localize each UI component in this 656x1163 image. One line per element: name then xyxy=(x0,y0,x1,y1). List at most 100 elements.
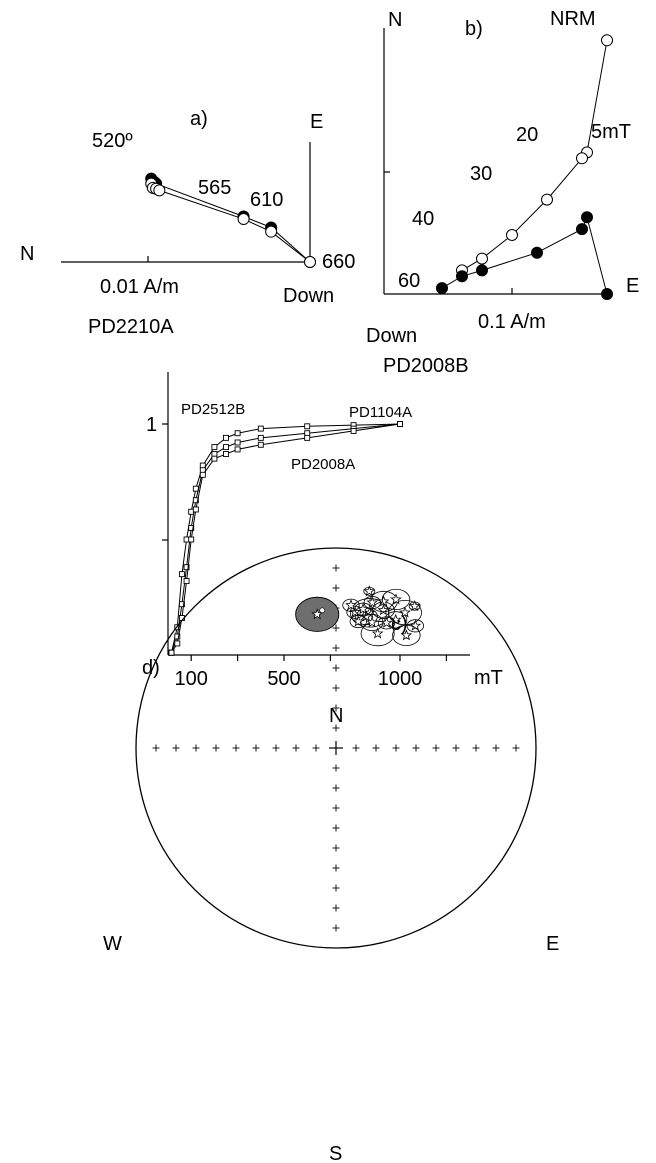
confidence-ellipse xyxy=(360,620,395,647)
irm-point xyxy=(168,649,175,656)
irm-point xyxy=(199,471,206,478)
panel-b-step-label: 40 xyxy=(412,208,434,230)
irm-point xyxy=(211,455,218,462)
panel-a-step-label: 660 xyxy=(322,251,355,273)
panel-a-step-label: 520º xyxy=(92,130,133,152)
site-mean-star xyxy=(363,585,376,597)
irm-point xyxy=(174,640,181,647)
panel-c-series-label: PD2008A xyxy=(291,456,355,473)
panel-a-axis-e: E xyxy=(310,111,323,133)
filled-point xyxy=(436,282,448,295)
irm-point xyxy=(257,434,264,441)
panel-b-sample-label: PD2008B xyxy=(383,355,469,377)
open-point xyxy=(476,252,488,265)
irm-point xyxy=(223,451,229,457)
panel-c-y-tick-label: 1 xyxy=(146,414,157,436)
irm-point xyxy=(304,423,311,430)
filled-point xyxy=(476,264,488,277)
irm-point xyxy=(257,441,264,448)
irm-point xyxy=(223,444,229,451)
open-point xyxy=(601,34,613,47)
filled-point xyxy=(456,270,468,283)
x-tick-label: 500 xyxy=(267,668,300,690)
panel-a-step-label: 565 xyxy=(198,177,231,199)
irm-curve xyxy=(171,423,401,653)
site-mean-star xyxy=(345,599,357,611)
irm-point xyxy=(350,427,357,434)
irm-point xyxy=(183,578,190,585)
site-mean-star xyxy=(371,627,384,639)
panel-d-letter: d) xyxy=(142,657,160,679)
panel-b-step-label: 60 xyxy=(398,270,420,292)
irm-point xyxy=(234,439,241,446)
confidence-ellipse xyxy=(388,599,422,626)
irm-point xyxy=(178,571,185,578)
filled-point xyxy=(531,246,543,259)
filled-point xyxy=(601,288,613,300)
panel-c-series-label: PD2512B xyxy=(181,401,245,418)
irm-point xyxy=(192,497,199,504)
site-mean-star xyxy=(352,615,365,627)
panel-b-step-label: NRM xyxy=(550,8,596,30)
panel-d-dir-e: E xyxy=(546,933,559,955)
filled-point xyxy=(581,211,593,224)
panel-c-series-label: PD1104A xyxy=(349,404,412,421)
irm-point xyxy=(192,506,199,513)
x-tick-label: 1000 xyxy=(378,668,423,690)
panel-d-dir-s: S xyxy=(329,1143,342,1163)
confidence-ellipse xyxy=(392,624,421,646)
irm-point xyxy=(178,601,185,608)
irm-point xyxy=(397,421,403,427)
irm-point xyxy=(174,633,181,640)
panel-b-step-label: 30 xyxy=(470,163,492,185)
panel-a-down-label: Down xyxy=(283,285,334,307)
panel-a-step-label: 610 xyxy=(250,189,283,211)
open-point xyxy=(541,193,553,206)
confidence-ellipse xyxy=(381,588,411,611)
confidence-ellipse xyxy=(349,598,390,628)
panel-a-axis-n: N xyxy=(20,243,34,265)
site-mean-star xyxy=(366,616,378,628)
site-mean-star xyxy=(366,596,379,608)
open-point xyxy=(304,256,316,268)
site-mean-star xyxy=(400,629,413,641)
irm-point xyxy=(192,485,199,492)
panel-d-stereonet: d) N S E W xyxy=(103,547,559,1163)
panel-d-dir-w: W xyxy=(103,933,122,955)
open-point xyxy=(153,184,166,197)
confidence-ellipse xyxy=(360,613,384,632)
irm-point xyxy=(234,430,241,437)
irm-curve xyxy=(171,423,401,653)
open-point xyxy=(265,225,278,238)
panel-a-zijderveld: a) N E 0.01 A/m Down PD2210A 520º 565 61… xyxy=(20,108,355,338)
irm-point xyxy=(234,446,241,453)
panel-b-zijderveld: b) N E 0.1 A/m Down PD2008B NRM 5mT 20 3… xyxy=(366,8,639,377)
irm-curve xyxy=(170,423,401,653)
filled-point xyxy=(576,223,588,236)
reference-direction-point xyxy=(319,607,326,614)
open-point xyxy=(237,213,250,226)
open-point xyxy=(576,152,588,165)
irm-point xyxy=(188,525,195,531)
confidence-ellipse xyxy=(384,611,408,629)
site-mean-star xyxy=(399,606,411,618)
panel-b-step-label: 20 xyxy=(516,124,538,146)
panel-b-scale-label: 0.1 A/m xyxy=(478,311,546,333)
irm-point xyxy=(188,536,195,543)
panel-a-letter: a) xyxy=(190,108,208,130)
panel-b-letter: b) xyxy=(465,18,483,40)
site-mean-star xyxy=(377,604,390,616)
panel-a-scale-label: 0.01 A/m xyxy=(100,276,179,298)
irm-point xyxy=(183,564,190,571)
panel-d-primitive-circle xyxy=(135,547,537,949)
irm-point xyxy=(257,425,264,432)
panel-c-irm-curves: 100 500 1000 1 c) mT PD2512B PD1104A PD200… xyxy=(146,372,503,690)
irm-point xyxy=(223,434,229,441)
panel-b-step-label: 5mT xyxy=(591,121,631,143)
site-mean-star xyxy=(357,603,369,615)
irm-point xyxy=(304,434,311,441)
open-point xyxy=(506,229,518,241)
panel-a-sample-label: PD2210A xyxy=(88,316,174,338)
site-mean-star xyxy=(409,619,422,631)
